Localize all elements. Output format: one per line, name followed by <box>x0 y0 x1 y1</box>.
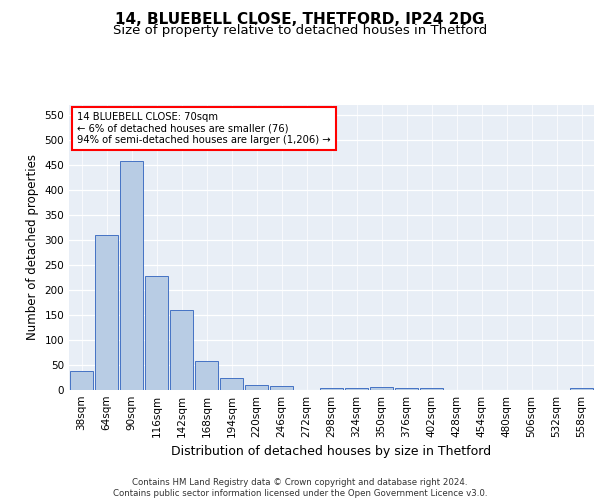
Bar <box>145 276 168 390</box>
X-axis label: Distribution of detached houses by size in Thetford: Distribution of detached houses by size … <box>172 446 491 458</box>
Bar <box>320 388 343 390</box>
Bar <box>120 161 143 390</box>
Bar <box>345 388 368 390</box>
Bar <box>70 371 93 390</box>
Bar <box>395 388 418 390</box>
Bar <box>370 387 393 390</box>
Bar <box>170 310 193 390</box>
Bar <box>195 361 218 390</box>
Bar <box>420 388 443 390</box>
Text: Size of property relative to detached houses in Thetford: Size of property relative to detached ho… <box>113 24 487 37</box>
Y-axis label: Number of detached properties: Number of detached properties <box>26 154 39 340</box>
Bar <box>270 386 293 390</box>
Bar <box>245 385 268 390</box>
Text: Contains HM Land Registry data © Crown copyright and database right 2024.
Contai: Contains HM Land Registry data © Crown c… <box>113 478 487 498</box>
Bar <box>220 378 243 390</box>
Bar <box>570 388 593 390</box>
Text: 14 BLUEBELL CLOSE: 70sqm
← 6% of detached houses are smaller (76)
94% of semi-de: 14 BLUEBELL CLOSE: 70sqm ← 6% of detache… <box>77 112 331 146</box>
Text: 14, BLUEBELL CLOSE, THETFORD, IP24 2DG: 14, BLUEBELL CLOSE, THETFORD, IP24 2DG <box>115 12 485 28</box>
Bar <box>95 235 118 390</box>
